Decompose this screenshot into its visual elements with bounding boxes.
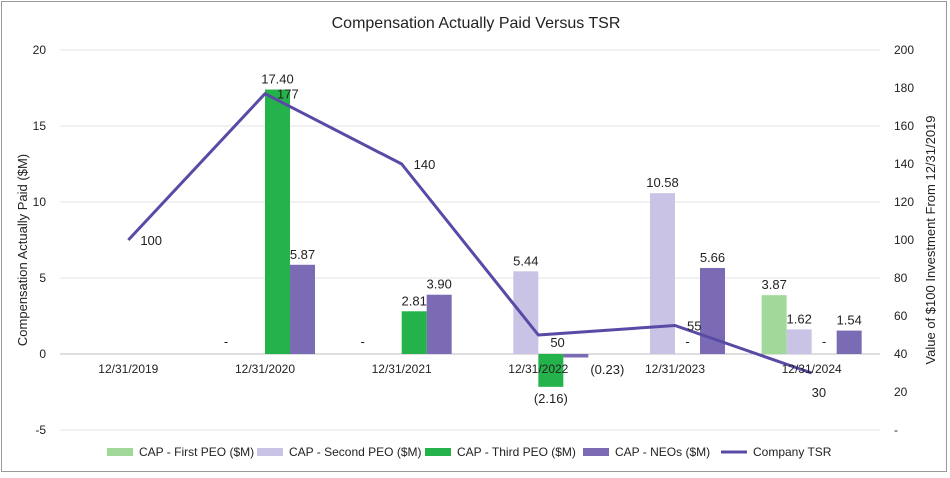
y-axis-label: Compensation Actually Paid ($M) xyxy=(15,154,30,346)
bar-data-label: 5.66 xyxy=(700,250,725,265)
y-tick-label: -5 xyxy=(35,423,46,437)
bar-data-label: 17.40 xyxy=(261,72,294,87)
y-tick-label: 0 xyxy=(39,347,46,361)
tsr-data-label: 100 xyxy=(140,233,162,248)
y2-tick-label: 80 xyxy=(894,271,908,285)
y-tick-label: 20 xyxy=(33,43,47,57)
bar-data-label: 5.44 xyxy=(513,253,538,268)
y2-tick-label: 40 xyxy=(894,347,908,361)
legend-swatch xyxy=(425,448,451,456)
legend-swatch xyxy=(257,448,283,456)
y2-tick-label: 180 xyxy=(894,81,914,95)
x-tick-label: 12/31/2024 xyxy=(782,362,842,376)
bar-data-label: 10.58 xyxy=(646,175,679,190)
bar xyxy=(538,354,564,387)
x-tick-label: 12/31/2023 xyxy=(645,362,705,376)
y2-tick-label: 60 xyxy=(894,309,908,323)
bar xyxy=(563,354,589,358)
bar-data-label: - xyxy=(360,334,364,349)
gridlines xyxy=(60,49,880,431)
legend-swatch xyxy=(583,448,609,456)
bar-data-label: (2.16) xyxy=(534,391,568,406)
tsr-line-path xyxy=(127,92,813,375)
legend-label: CAP - NEOs ($M) xyxy=(615,445,710,459)
bar-data-label: - xyxy=(224,334,228,349)
bar xyxy=(650,193,675,354)
legend-label: CAP - Third PEO ($M) xyxy=(457,445,576,459)
x-tick-label: 12/31/2020 xyxy=(235,362,295,376)
bar xyxy=(265,89,290,355)
bar xyxy=(513,271,539,354)
y2-tick-label: 200 xyxy=(894,43,914,57)
tsr-data-label: 55 xyxy=(687,319,701,334)
tsr-data-label: 177 xyxy=(277,87,299,102)
x-tick-label: 12/31/2022 xyxy=(508,362,568,376)
y2-tick-label: 120 xyxy=(894,195,914,209)
bar xyxy=(426,294,452,354)
y-tick-label: 10 xyxy=(33,195,47,209)
bar-data-label: 1.62 xyxy=(787,311,812,326)
y2-tick-label: 20 xyxy=(894,385,908,399)
y2-tick-label: - xyxy=(894,423,898,437)
tsr-line xyxy=(127,92,813,375)
bar-data-label: 2.81 xyxy=(402,293,427,308)
y2-axis-label: Value of $100 Investment From 12/31/2019 xyxy=(923,115,938,364)
bar-data-label: 3.87 xyxy=(762,277,787,292)
bar xyxy=(401,311,427,354)
legend-label: CAP - Second PEO ($M) xyxy=(289,445,422,459)
bar xyxy=(761,295,787,354)
bar-data-label: 3.90 xyxy=(427,277,452,292)
y2-tick-label: 160 xyxy=(894,119,914,133)
y2-tick-label: 100 xyxy=(894,233,914,247)
y-tick-label: 5 xyxy=(39,271,46,285)
tsr-data-label: 50 xyxy=(550,335,564,350)
axes: -505101520-20406080100120140160180200Com… xyxy=(15,43,938,437)
x-tick-label: 12/31/2019 xyxy=(98,362,158,376)
bar-data-label: 1.54 xyxy=(837,313,862,328)
y-tick-label: 15 xyxy=(33,119,47,133)
bar-data-label: 5.87 xyxy=(290,247,315,262)
y2-tick-label: 140 xyxy=(894,157,914,171)
bar-data-label: - xyxy=(685,334,689,349)
x-tick-label: 12/31/2021 xyxy=(372,362,432,376)
legend-label: CAP - First PEO ($M) xyxy=(139,445,254,459)
legend: CAP - First PEO ($M) CAP - Second PEO ($M… xyxy=(107,445,832,459)
tsr-data-label: 30 xyxy=(812,385,826,400)
tsr-data-label: 140 xyxy=(414,157,436,172)
legend-swatch xyxy=(107,448,133,456)
legend-label: Company TSR xyxy=(753,445,832,459)
bar-data-label: - xyxy=(822,334,826,349)
bar-data-label: (0.23) xyxy=(590,362,624,377)
bar xyxy=(290,264,315,354)
bar xyxy=(836,330,862,354)
data-labels: 3.87 5.44 10.58 1.62 17.40 2.81 (2.16) - - 5.87 3.… xyxy=(140,72,861,406)
bar xyxy=(786,329,812,354)
chart-title: Compensation Actually Paid Versus TSR xyxy=(332,15,621,32)
